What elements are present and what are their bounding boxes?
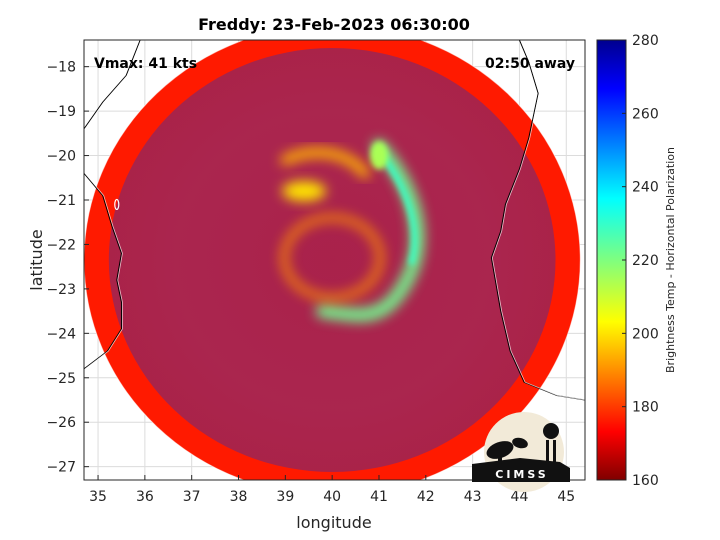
colorbar xyxy=(596,39,627,481)
x-tick-label: 40 xyxy=(323,489,341,505)
y-tick-label: −22 xyxy=(46,237,76,253)
colorbar-ticks: 160 180 200 220 240 260 280 xyxy=(622,33,659,489)
coastline-segment xyxy=(84,173,122,370)
x-tick-label: 41 xyxy=(370,489,388,505)
colorbar-tick-label: 200 xyxy=(632,326,659,342)
y-tick-label: −25 xyxy=(46,371,76,387)
y-tick-label: −26 xyxy=(46,415,76,431)
x-tick-label: 38 xyxy=(230,489,248,505)
chart-title: Freddy: 23-Feb-2023 06:30:00 xyxy=(198,15,470,34)
colorbar-tick-label: 280 xyxy=(632,33,659,49)
feature-northern-arc xyxy=(280,147,370,179)
colorbar-tick-label: 240 xyxy=(632,180,659,196)
feature-northern-band xyxy=(369,141,388,170)
x-tick-label: 42 xyxy=(417,489,435,505)
feature-western-band xyxy=(282,181,327,202)
island-outline xyxy=(114,198,120,211)
x-axis-ticks: 35 36 37 38 39 40 41 42 43 44 45 xyxy=(89,475,575,505)
plot-frame xyxy=(83,39,586,481)
y-tick-label: −19 xyxy=(46,104,76,120)
colorbar-tick-label: 180 xyxy=(632,400,659,416)
x-tick-label: 39 xyxy=(276,489,294,505)
coastline-highlight xyxy=(491,40,585,401)
y-tick-label: −18 xyxy=(46,60,76,76)
colorbar-tick-label: 220 xyxy=(632,253,659,269)
y-tick-label: −27 xyxy=(46,460,76,476)
x-tick-label: 37 xyxy=(183,489,201,505)
cimss-tower-logo: CIMSS xyxy=(472,412,570,492)
y-tick-label: −23 xyxy=(46,282,76,298)
logo-text: CIMSS xyxy=(495,468,548,481)
coastline-highlight xyxy=(84,40,142,130)
vmax-annotation: Vmax: 41 kts xyxy=(94,56,197,72)
microwave-swath xyxy=(84,40,581,480)
coastline-segment xyxy=(84,40,141,130)
swath-texture xyxy=(108,48,556,472)
y-tick-label: −24 xyxy=(46,326,76,342)
feature-eastern-rainband-core xyxy=(375,148,418,266)
x-axis-label: longitude xyxy=(296,513,371,532)
colorbar-label: Brightness Temp - Horizontal Polarizatio… xyxy=(664,147,677,373)
coastline-segment xyxy=(490,40,585,401)
colorbar-tick-label: 160 xyxy=(632,473,659,489)
swath-edge xyxy=(84,40,581,480)
coastline-highlight xyxy=(84,173,123,370)
x-tick-label: 35 xyxy=(89,489,107,505)
coastline xyxy=(84,40,585,401)
feature-eastern-rainband xyxy=(315,139,425,322)
time-away-annotation: 02:50 away xyxy=(485,56,575,72)
x-tick-label: 43 xyxy=(464,489,482,505)
y-axis-ticks: −18 −19 −20 −21 −22 −23 −24 −25 −26 −27 xyxy=(46,60,89,476)
y-tick-label: −20 xyxy=(46,149,76,165)
y-tick-label: −21 xyxy=(46,193,76,209)
x-tick-label: 36 xyxy=(136,489,154,505)
x-tick-label: 45 xyxy=(557,489,575,505)
x-tick-label: 44 xyxy=(511,489,529,505)
colorbar-tick-label: 260 xyxy=(632,106,659,122)
feature-inner-ring xyxy=(280,213,385,302)
y-axis-label: latitude xyxy=(27,229,46,290)
